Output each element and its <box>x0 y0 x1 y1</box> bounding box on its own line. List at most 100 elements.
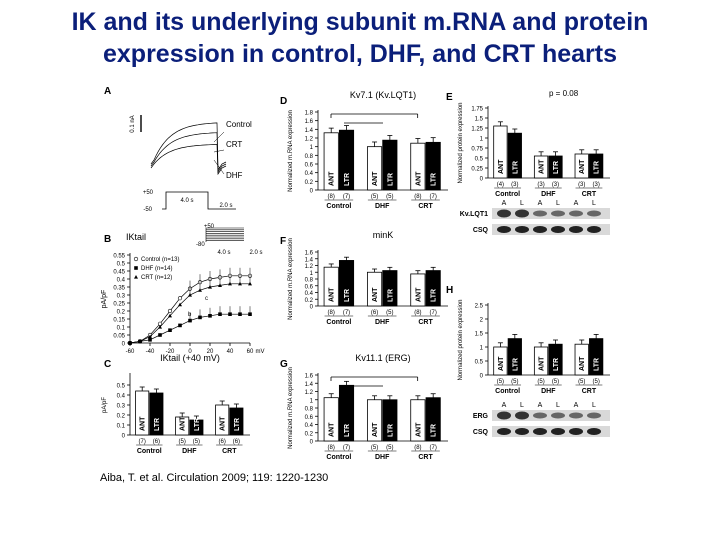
panel-E-blot-band <box>515 226 529 233</box>
panel-D-bar-label: LTR <box>344 173 351 186</box>
title-line-2: expression in control, DHF, and CRT hear… <box>103 40 617 68</box>
panel-D-bar-label: ANT <box>372 171 379 186</box>
panel-D-y-tick-label: 0.4 <box>305 171 314 177</box>
panel-H-y-tick-label: 2 <box>480 318 484 324</box>
panel-H-bar-label: LTR <box>594 358 601 371</box>
panel-F-bar-label: LTR <box>387 289 394 302</box>
panel-H-blot-lane: A <box>574 402 579 409</box>
panel-E-n-label: (4) <box>497 182 504 188</box>
panel-D-y-tick-label: 1 <box>310 145 314 151</box>
panel-B-annotation: c <box>205 296 208 302</box>
figure: A 0.1 nA Control CRT DHF +50 -50 4.0 s 2.0 s B IKt… <box>96 80 616 472</box>
panel-G-group-label: DHF <box>375 454 390 461</box>
panel-F-bar-label: ANT <box>372 287 379 302</box>
panel-B-y-tick-label: 0.55 <box>113 254 125 260</box>
panel-B-point <box>158 333 162 337</box>
panel-F-n-label: (6) <box>371 310 378 316</box>
panel-F-y-tick-label: 0.2 <box>305 298 314 304</box>
panel-H-bar-label: LTR <box>512 358 519 371</box>
panel-E-group-label: Control <box>495 191 520 198</box>
panel-H-blot-band <box>551 412 565 419</box>
panel-E-blot-row-label: Kv.LQT1 <box>460 211 488 218</box>
panel-H-n-label: (5) <box>537 379 544 385</box>
panel-D-y-tick-label: 0.6 <box>305 163 314 169</box>
panel-C-n-label: (5) <box>179 439 186 445</box>
panel-G-n-label: (8) <box>414 445 421 451</box>
panel-C-bar-label: LTR <box>194 418 201 431</box>
panel-A-trace-label: Control <box>226 120 252 129</box>
panel-G-bar-label: LTR <box>431 424 438 437</box>
panel-E-blot-lane: A <box>538 200 543 207</box>
panel-H-blot-band <box>587 412 601 419</box>
panel-F-n-label: (7) <box>343 310 350 316</box>
panel-B-protocol-dur1: 4.0 s <box>217 250 230 256</box>
panel-E-n-label: (3) <box>578 182 585 188</box>
panel-H-n-label: (5) <box>497 379 504 385</box>
panel-E-annotation: p = 0.08 <box>549 89 579 98</box>
title-line-1: IK and its underlying subunit m.RNA and … <box>71 8 649 36</box>
panel-D-bar <box>323 132 339 191</box>
panel-G-y-tick-label: 0.6 <box>305 415 314 421</box>
panel-H-bar-label: ANT <box>579 356 586 371</box>
panel-B-legend-label: Control (n=13) <box>141 257 180 263</box>
panel-F-bar-label: LTR <box>344 289 351 302</box>
panel-G-letter: G <box>280 359 288 370</box>
panel-D-n-label: (8) <box>328 194 335 200</box>
panel-F-letter: F <box>280 236 286 247</box>
panel-D-bar-label: ANT <box>329 171 336 186</box>
panel-H-n-label: (5) <box>592 379 599 385</box>
panel-E-blot-lane: A <box>574 200 579 207</box>
panel-B-point <box>138 339 142 343</box>
panel-F-y-tick-label: 0.6 <box>305 284 314 290</box>
panel-D-y-tick-label: 0.8 <box>305 154 314 160</box>
panel-C-y-tick-label: 0.5 <box>117 384 126 390</box>
panel-D-group-label: CRT <box>418 203 433 210</box>
panel-F-n-label: (5) <box>386 310 393 316</box>
panel-G-bar-label: ANT <box>329 422 336 437</box>
panel-G-bar-label: ANT <box>372 422 379 437</box>
panel-F-group-label: DHF <box>375 319 390 326</box>
panel-D-y-tick-label: 1.8 <box>305 111 314 117</box>
panel-B-point <box>168 313 172 318</box>
panel-B-y-tick-label: 0.05 <box>113 334 125 340</box>
panel-H-blot-band <box>497 428 511 435</box>
panel-B-y-tick-label: 0.25 <box>113 302 125 308</box>
panel-E-n-label: (3) <box>511 182 518 188</box>
panel-D-bar-label: LTR <box>387 173 394 186</box>
panel-B-point <box>178 302 182 307</box>
panel-B-protocol-vbottom: -80 <box>196 242 205 248</box>
panel-D-n-label: (7) <box>343 194 350 200</box>
panel-B-point <box>228 312 232 316</box>
panel-C-n-label: (6) <box>233 439 240 445</box>
panel-D-group-label: Control <box>326 203 351 210</box>
panel-E-letter: E <box>446 92 453 103</box>
panel-C-y-tick-label: 0.4 <box>117 394 126 400</box>
panel-E-blot-lane: L <box>592 200 596 207</box>
panel-D-y-tick-label: 1.4 <box>305 128 314 134</box>
panel-D-y-tick-label: 0 <box>310 189 314 195</box>
panel-B-y-tick-label: 0 <box>122 342 126 348</box>
panel-F-y-tick-label: 1.2 <box>305 264 314 270</box>
panel-G-bar-label: ANT <box>415 422 422 437</box>
panel-C-bar-label: ANT <box>220 416 227 431</box>
panel-F-y-tick-label: 0 <box>310 305 314 311</box>
panel-B-y-tick-label: 0.1 <box>117 326 126 332</box>
panel-B-x-tick-label: -40 <box>146 349 155 355</box>
panel-E-ylabel: Normalized protein expression <box>458 102 464 183</box>
panel-A-trace-control <box>150 122 227 172</box>
panel-H-blot-lane: A <box>538 402 543 409</box>
panel-D-n-label: (5) <box>371 194 378 200</box>
panel-H-group-label: Control <box>495 388 520 395</box>
panel-E-y-tick-label: 1.75 <box>471 107 483 113</box>
panel-B-y-tick-label: 0.45 <box>113 270 125 276</box>
panel-B-y-tick-label: 0.15 <box>113 318 125 324</box>
panel-H-blot-lane: A <box>502 402 507 409</box>
panel-B-legend-marker <box>134 275 138 279</box>
panel-C-n-label: (5) <box>193 439 200 445</box>
panel-G-group-label: CRT <box>418 454 433 461</box>
panel-H-blot-band <box>569 412 583 419</box>
panel-E-blot-band <box>587 226 601 233</box>
panel-H-y-tick-label: 0 <box>480 374 484 380</box>
panel-B-point <box>238 312 242 316</box>
